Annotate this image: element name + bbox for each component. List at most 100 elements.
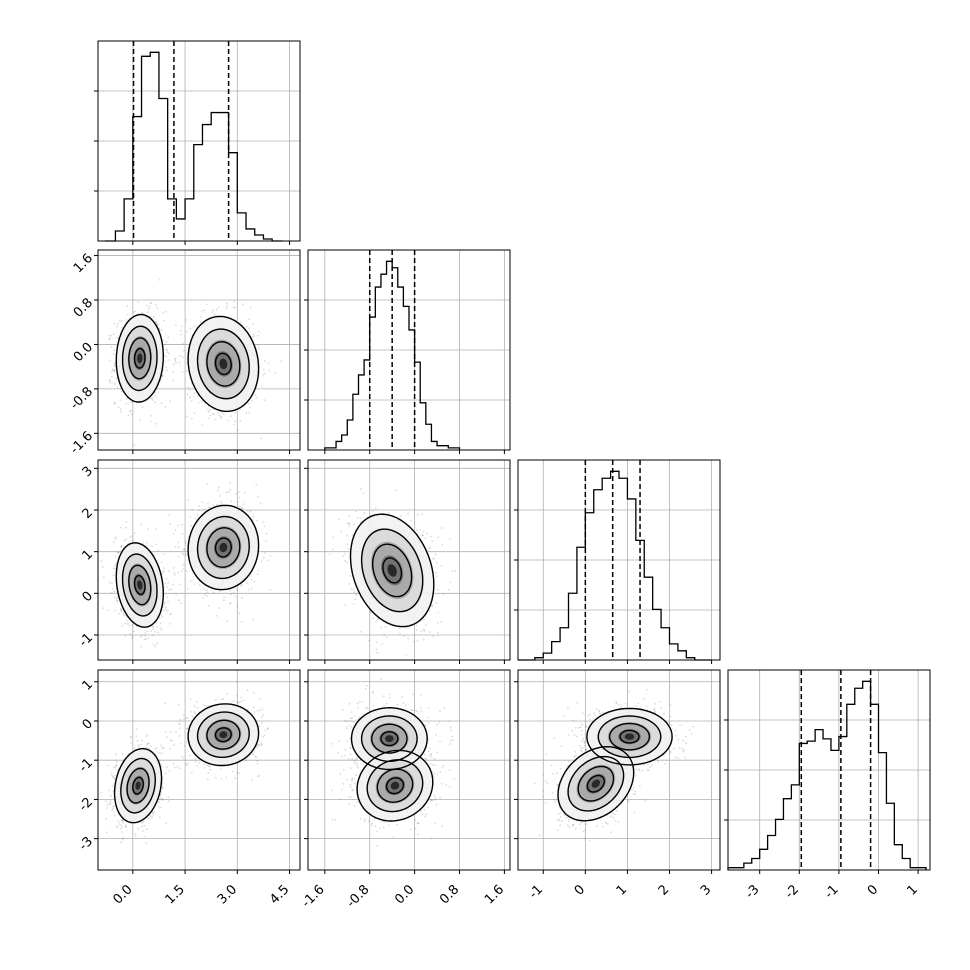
- sample-point: [105, 817, 108, 820]
- sample-point: [162, 570, 165, 573]
- sample-point: [198, 509, 201, 512]
- sample-point: [111, 809, 114, 812]
- sample-point: [239, 505, 241, 508]
- sample-point: [155, 543, 158, 546]
- sample-point: [125, 526, 127, 529]
- joint-panel-3-0: 0.0 1.5 3.0 4.5-3-2-101: [76, 669, 301, 907]
- sample-point: [119, 827, 122, 830]
- sample-point: [116, 336, 119, 339]
- sample-point: [218, 607, 221, 609]
- sample-point: [110, 772, 113, 775]
- sample-point: [185, 415, 188, 418]
- sample-point: [193, 711, 196, 713]
- sample-point: [154, 747, 157, 750]
- sample-point: [197, 402, 200, 404]
- sample-point: [162, 553, 165, 555]
- sample-point: [258, 725, 261, 728]
- sample-point: [112, 588, 114, 590]
- sample-point: [151, 399, 154, 401]
- sample-point: [256, 763, 259, 765]
- sample-point: [223, 596, 226, 599]
- sample-point: [242, 503, 245, 505]
- sample-point: [204, 593, 206, 596]
- sample-point: [125, 402, 128, 405]
- sample-point: [113, 370, 116, 372]
- sample-point: [113, 365, 116, 368]
- sample-point: [147, 528, 150, 530]
- contour-line: [115, 542, 165, 628]
- sample-point: [199, 321, 202, 324]
- sample-point: [156, 642, 159, 645]
- sample-point: [257, 330, 260, 333]
- sample-point: [258, 709, 261, 712]
- sample-point: [119, 399, 122, 401]
- sample-point: [121, 753, 124, 756]
- sample-point: [168, 570, 170, 572]
- sample-point: [151, 397, 154, 399]
- sample-point: [182, 718, 185, 721]
- sample-point: [203, 704, 206, 707]
- sample-point: [115, 378, 118, 380]
- sample-point: [115, 753, 117, 756]
- sample-point: [106, 803, 109, 806]
- sample-point: [172, 363, 175, 366]
- sample-point: [154, 645, 157, 648]
- sample-point: [226, 620, 229, 622]
- sample-point: [166, 736, 169, 738]
- sample-point: [207, 417, 210, 419]
- sample-point: [262, 373, 265, 376]
- sample-point: [203, 309, 206, 312]
- sample-point: [189, 515, 191, 518]
- sample-point: [150, 397, 153, 400]
- sample-point: [172, 370, 175, 373]
- sample-point: [169, 739, 172, 742]
- sample-point: [125, 825, 127, 828]
- sample-point: [113, 401, 116, 404]
- panel-frame: [97, 459, 301, 661]
- sample-point: [113, 369, 115, 372]
- sample-point: [148, 742, 150, 745]
- sample-point: [111, 774, 113, 777]
- sample-point: [165, 822, 168, 824]
- sample-point: [154, 528, 157, 531]
- sample-point: [112, 766, 115, 769]
- sample-point: [248, 318, 250, 321]
- sample-point: [114, 536, 117, 539]
- sample-point: [129, 410, 131, 413]
- contour-line: [187, 315, 260, 413]
- sample-point: [172, 567, 175, 569]
- sample-point: [220, 417, 222, 420]
- sample-point: [261, 716, 263, 719]
- sample-point: [160, 797, 162, 800]
- sample-point: [157, 549, 160, 552]
- sample-point: [152, 626, 154, 628]
- sample-point: [160, 763, 163, 766]
- sample-point: [121, 327, 123, 329]
- sample-point: [131, 635, 134, 637]
- sample-point: [121, 625, 123, 627]
- sample-point: [143, 824, 146, 827]
- sample-point: [175, 731, 177, 734]
- sample-point: [151, 816, 154, 819]
- sample-point: [166, 586, 169, 588]
- sample-point: [177, 541, 179, 544]
- sample-point: [161, 782, 164, 785]
- y-tick-label: -0.8: [67, 384, 96, 413]
- sample-point: [118, 822, 121, 825]
- sample-point: [240, 584, 243, 587]
- sample-point: [122, 611, 125, 614]
- sample-point: [178, 583, 181, 586]
- sample-point: [124, 614, 127, 617]
- sample-point: [166, 351, 169, 354]
- sample-point: [106, 764, 109, 767]
- sample-point: [211, 309, 214, 311]
- sample-point: [132, 539, 135, 542]
- sample-point: [158, 816, 161, 819]
- sample-point: [122, 821, 124, 824]
- contour-line: [133, 347, 146, 369]
- sample-point: [181, 325, 184, 328]
- sample-point: [214, 418, 217, 421]
- sample-point: [109, 802, 112, 805]
- sample-point: [189, 327, 192, 330]
- sample-point: [152, 643, 155, 646]
